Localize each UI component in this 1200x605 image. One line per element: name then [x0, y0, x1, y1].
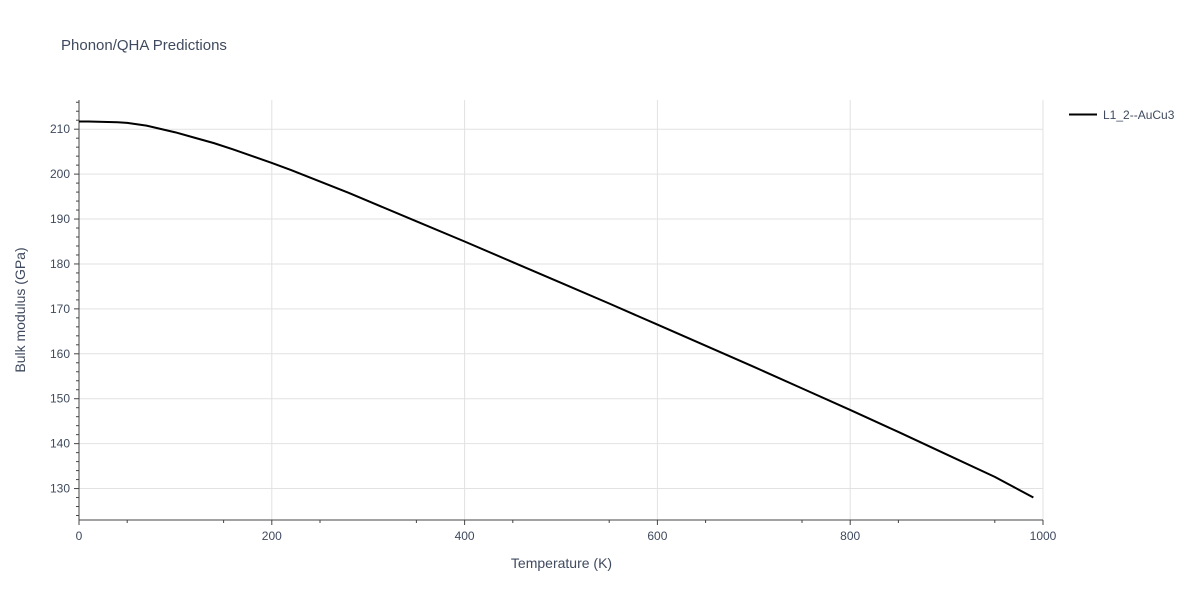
x-tick-label: 800 — [840, 529, 860, 543]
y-tick-label: 190 — [50, 212, 70, 226]
y-tick-label: 180 — [50, 257, 70, 271]
series-layer — [79, 120, 1034, 499]
x-tick-label: 0 — [76, 529, 83, 543]
y-tick-label: 170 — [50, 302, 70, 316]
x-tick-label: 400 — [455, 529, 475, 543]
y-axis-label: Bulk modulus (GPa) — [12, 247, 28, 372]
legend[interactable]: L1_2--AuCu3 — [1069, 108, 1175, 122]
legend-label-l1-2-aucu3: L1_2--AuCu3 — [1103, 108, 1175, 122]
y-tick-label: 130 — [50, 482, 70, 496]
series-line-0 — [79, 120, 1034, 499]
x-axis-label: Temperature (K) — [511, 555, 612, 571]
y-tick-label: 140 — [50, 437, 70, 451]
x-tick-label: 200 — [262, 529, 282, 543]
axis-layer: 0 200 400 600 800 1000 130 140 150 160 170 180 190 20… — [50, 100, 1057, 543]
grid-layer — [79, 100, 1044, 520]
chart-title: Phonon/QHA Predictions — [61, 37, 227, 54]
x-tick-label: 600 — [647, 529, 667, 543]
x-tick-label: 1000 — [1030, 529, 1057, 543]
y-tick-label: 150 — [50, 392, 70, 406]
y-tick-label: 160 — [50, 347, 70, 361]
y-tick-label: 200 — [50, 167, 70, 181]
y-tick-label: 210 — [50, 122, 70, 136]
